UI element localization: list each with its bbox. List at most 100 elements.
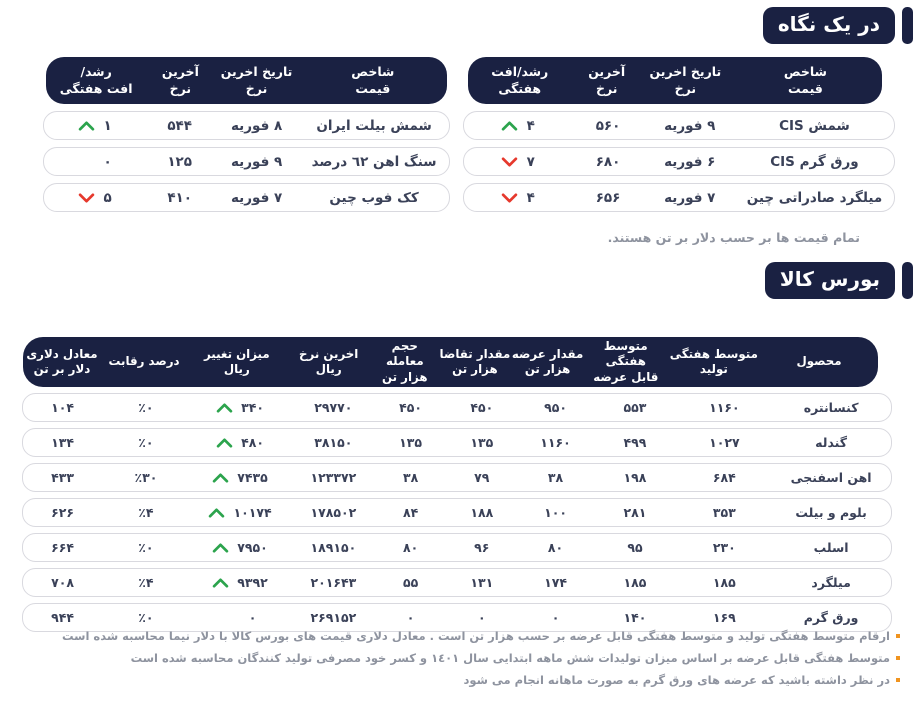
competition-percent-value: ٪۰ — [138, 400, 154, 415]
table-row: اسلب ۲۳۰ ۹۵ ۸۰ ۹۶ ۸۰ ۱۸۹۱۵۰ ۷۹۵۰ ٪۰ ۶۶۴ — [22, 533, 892, 562]
footnote: متوسط هفتگی قابل عرضه بر اساس میزان تولی… — [22, 651, 900, 665]
footnote-text: متوسط هفتگی قابل عرضه بر اساس میزان تولی… — [130, 651, 890, 665]
column-header-last-rate: آخرین نرخ — [588, 64, 626, 96]
trade-volume-value: ۳۸ — [402, 470, 419, 485]
column-header-price-index: شاخص قیمت — [351, 64, 395, 96]
last-rate-date: ۶ فوریه — [664, 153, 716, 170]
footnote-text: ارقام متوسط هفتگی تولید و متوسط هفتگی قا… — [62, 629, 890, 643]
product-name: ورق گرم — [803, 610, 859, 625]
trade-volume-value: ۵۵ — [402, 575, 419, 590]
last-rate-rial-value: ۱۷۸۵۰۲ — [310, 505, 357, 520]
weekly-change-cell: ۴ — [464, 118, 572, 134]
change-rial-value: ۹۳۹۲ — [237, 575, 268, 590]
weekly-supply-capacity-value: ۴۹۹ — [623, 435, 647, 450]
column-header-weekly-change: رشد/افت هفتگی — [491, 64, 549, 96]
change-rial-value: ۱۰۱۷۴ — [233, 505, 272, 520]
column-header-competition-percent: درصد رقابت — [108, 354, 180, 369]
column-header-weekly-change: رشد/ افت هفتگی — [59, 64, 133, 96]
weekly-supply-capacity-value: ۹۵ — [627, 540, 643, 555]
table-row: گندله ۱۰۲۷ ۴۹۹ ۱۱۶۰ ۱۳۵ ۱۳۵ ۳۸۱۵۰ ۴۸۰ ٪۰… — [22, 428, 892, 457]
change-rial-cell: ۰ — [190, 610, 291, 625]
change-rial-value: ۷۹۵۰ — [237, 540, 268, 555]
weekly-supply-capacity-value: ۲۸۱ — [623, 505, 647, 520]
weekly-change-cell: ۷ — [464, 154, 572, 170]
trade-volume-value: ۴۵۰ — [399, 400, 423, 415]
change-rial-value: ۷۴۳۵ — [237, 470, 268, 485]
bullet-icon — [896, 678, 900, 682]
price-index-name: شمش CIS — [779, 117, 850, 134]
column-header-last-rate: آخرین نرخ — [161, 64, 199, 96]
last-rate-rial-value: ۲۰۱۶۴۳ — [310, 575, 357, 590]
bullet-icon — [896, 656, 900, 660]
column-header-supply-amount: مقدار عرضه هزار تن — [511, 346, 584, 376]
price-index-name: ورق گرم CIS — [770, 153, 859, 170]
weekly-supply-capacity-value: ۱۹۸ — [623, 470, 647, 485]
weekly-production-value: ۱۱۶۰ — [709, 400, 740, 415]
last-rate-rial-value: ۳۸۱۵۰ — [314, 435, 353, 450]
demand-amount-value: ۰ — [477, 610, 486, 625]
table-row: ورق گرم CIS ۶ فوریه ۶۸۰ ۷ — [463, 147, 895, 176]
demand-amount-value: ۱۸۸ — [470, 505, 494, 520]
demand-amount-value: ۱۳۱ — [470, 575, 494, 590]
last-rate-date: ۹ فوریه — [230, 153, 283, 170]
column-header-demand-amount: مقدار تقاضا هزار تن — [439, 346, 511, 376]
change-rial-value: ۳۴۰ — [241, 400, 265, 415]
change-rial-cell: ۷۹۵۰ — [190, 540, 291, 555]
weekly-change-value: ۴ — [526, 117, 535, 134]
table-row: بلوم و بیلت ۳۵۳ ۲۸۱ ۱۰۰ ۱۸۸ ۸۴ ۱۷۸۵۰۲ ۱۰… — [22, 498, 892, 527]
exchange-section-title: بورس کالا — [764, 262, 895, 299]
header-accent-bar — [902, 262, 913, 299]
table-row: شمش بیلت ایران ۸ فوریه ۵۴۴ ۱ — [43, 111, 450, 140]
glance-section-title: در یک نگاه — [762, 7, 895, 44]
change-rial-cell: ۷۴۳۵ — [190, 470, 291, 485]
weekly-production-value: ۱۸۵ — [712, 575, 736, 590]
column-header-dollar-equivalent: معادل دلاری دلار بر تن — [26, 346, 98, 376]
trade-volume-value: ۸۴ — [402, 505, 419, 520]
supply-amount-value: ۳۸ — [547, 470, 564, 485]
bullet-icon — [896, 634, 900, 638]
change-rial-value: ۰ — [248, 610, 257, 625]
trend-arrow-icon — [501, 120, 518, 131]
column-header-change-rial: میزان تغییر ریال — [203, 346, 270, 376]
dollar-equivalent-value: ۷۰۸ — [51, 575, 75, 590]
change-rial-cell: ۴۸۰ — [190, 435, 291, 450]
last-rate-date: ۸ فوریه — [230, 117, 283, 134]
competition-percent-value: ٪۰ — [138, 610, 154, 625]
weekly-change-value: ۴ — [526, 189, 535, 206]
demand-amount-value: ۹۶ — [474, 540, 490, 555]
glance-footnote: تمام قیمت ها بر حسب دلار بر تن هستند. — [607, 230, 860, 245]
weekly-production-value: ۱۶۹ — [712, 610, 736, 625]
glance-table-international: شاخص قیمت تاریخ اخرین نرخ آخرین نرخ رشد/… — [463, 57, 895, 212]
product-name: اسلب — [813, 540, 849, 555]
weekly-change-cell: ۱ — [44, 118, 145, 134]
trend-arrow-icon — [78, 192, 95, 203]
supply-amount-value: ۸۰ — [547, 540, 564, 555]
trend-arrow-icon — [78, 120, 95, 131]
dollar-equivalent-value: ۴۳۳ — [51, 470, 75, 485]
table-row: کک فوب چین ۷ فوریه ۴۱۰ ۵ — [43, 183, 450, 212]
dollar-equivalent-value: ۱۳۴ — [51, 435, 75, 450]
weekly-production-value: ۶۸۴ — [712, 470, 736, 485]
table-header: شاخص قیمت تاریخ اخرین نرخ آخرین نرخ رشد/… — [46, 57, 447, 104]
table-row: کنسانتره ۱۱۶۰ ۵۵۳ ۹۵۰ ۴۵۰ ۴۵۰ ۲۹۷۷۰ ۳۴۰ … — [22, 393, 892, 422]
trend-arrow-icon — [501, 156, 518, 167]
weekly-change-cell: ۵ — [44, 190, 145, 206]
weekly-change-cell: ۰ — [44, 154, 145, 170]
supply-amount-value: ۱۷۴ — [544, 575, 567, 590]
trade-volume-value: ۰ — [406, 610, 415, 625]
change-rial-value: ۴۸۰ — [241, 435, 265, 450]
product-name: اهن اسفنجی — [790, 470, 872, 485]
competition-percent-value: ٪۰ — [138, 540, 154, 555]
table-header: شاخص قیمت تاریخ اخرین نرخ آخرین نرخ رشد/… — [468, 57, 882, 104]
column-header-weekly-supply-capacity: متوسط هفتگی قابل عرضه — [593, 339, 659, 384]
last-rate-rial-value: ۱۲۳۳۷۲ — [310, 470, 357, 485]
last-rate-value: ۶۸۰ — [595, 153, 621, 170]
table-row: میلگرد صادراتی چین ۷ فوریه ۶۵۶ ۴ — [463, 183, 895, 212]
footnotes: ارقام متوسط هفتگی تولید و متوسط هفتگی قا… — [22, 629, 900, 695]
last-rate-rial-value: ۲۹۷۷۰ — [314, 400, 353, 415]
demand-amount-value: ۴۵۰ — [470, 400, 494, 415]
product-name: کنسانتره — [803, 400, 859, 415]
column-header-price-index: شاخص قیمت — [783, 64, 827, 96]
last-rate-value: ۵۶۰ — [595, 117, 621, 134]
